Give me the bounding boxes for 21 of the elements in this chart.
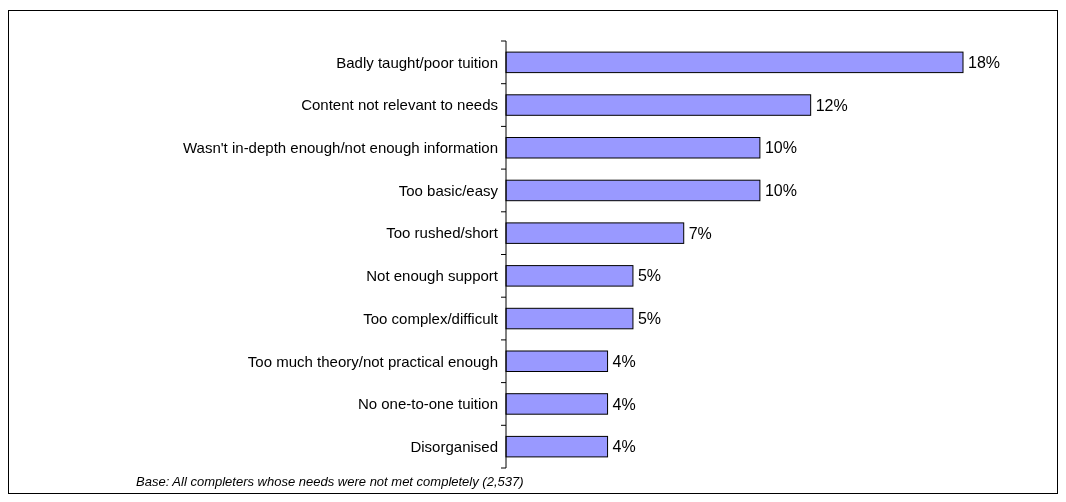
y-tick-label: Too basic/easy <box>398 181 499 199</box>
data-label: 5% <box>637 267 662 285</box>
text: Base: All completers whose needs were not met completely (2,537) <box>136 474 524 489</box>
y-tick-label: Wasn't in-depth enough/not enough information <box>182 139 498 156</box>
data-label: 7% <box>688 224 712 242</box>
y-tick-label: Too much theory/not practical enough <box>247 352 498 370</box>
data-label: 4% <box>612 352 636 370</box>
y-tick-label: Too rushed/short <box>386 224 499 242</box>
data-label: 10% <box>764 139 797 157</box>
data-label: 12% <box>815 96 848 114</box>
data-label: 4% <box>612 438 636 456</box>
data-label: 10% <box>764 182 797 200</box>
y-tick-label: Too complex/difficult <box>363 309 499 327</box>
y-tick-label: Badly taught/poor tuition <box>336 53 498 71</box>
data-label: 5% <box>637 310 662 328</box>
y-tick-label: Content not relevant to needs <box>301 96 498 114</box>
data-label: 18% <box>968 53 1001 71</box>
data-label: 4% <box>612 395 636 413</box>
y-tick-label: No one-to-one tuition <box>357 395 498 413</box>
y-tick-label: Not enough support <box>366 267 499 285</box>
y-tick-label: Disorganised <box>410 437 498 455</box>
